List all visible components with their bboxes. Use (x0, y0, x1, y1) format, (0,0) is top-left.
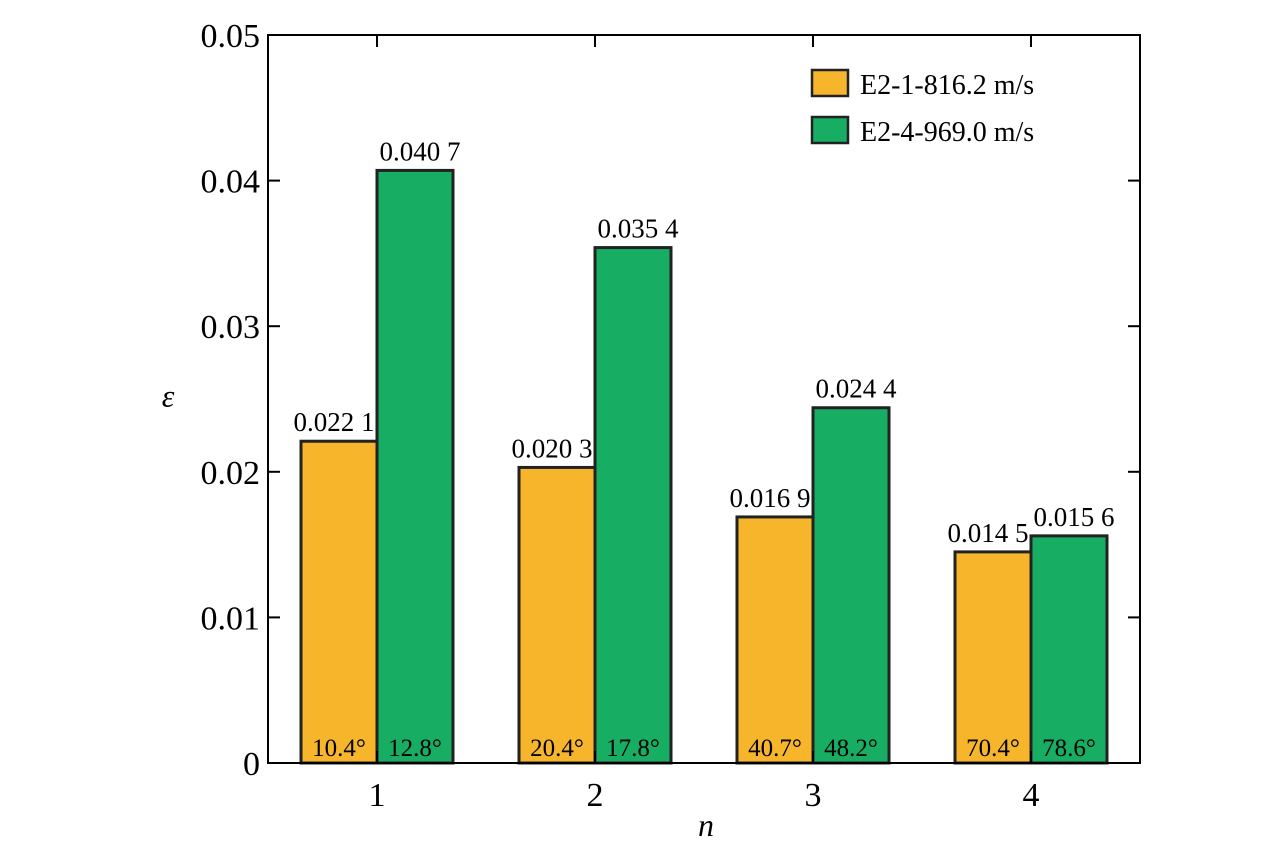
bar-value-label: 0.022 1 (294, 407, 375, 437)
x-tick-label: 1 (369, 777, 386, 814)
bar-angle-label: 12.8° (388, 735, 442, 762)
x-axis-title: n (698, 807, 714, 843)
bar-value-label: 0.016 9 (730, 483, 811, 513)
bar-value-label: 0.015 6 (1034, 502, 1115, 532)
legend-swatch (810, 115, 850, 145)
bar-angle-label: 78.6° (1042, 735, 1096, 762)
y-tick-label: 0.03 (201, 309, 261, 346)
axis-ticks: 0 0.01 0.02 0.03 0.04 0.05 1 2 3 4 (201, 18, 1140, 814)
y-axis-title: ε (162, 377, 175, 413)
y-tick-label: 0.04 (201, 164, 261, 201)
x-tick-label: 3 (805, 777, 822, 814)
bar-angle-label: 40.7° (748, 735, 802, 762)
bar-series-1-cat-3 (735, 515, 815, 765)
y-tick-label: 0.02 (201, 455, 261, 492)
bar-value-label: 0.014 5 (948, 518, 1029, 548)
legend-label: E2-1-816.2 m/s (860, 70, 1034, 101)
y-tick-label: 0.01 (201, 600, 261, 637)
legend-label: E2-4-969.0 m/s (860, 117, 1034, 148)
bar-angle-label: 70.4° (966, 735, 1020, 762)
labels-layer: 0.022 1 10.4° 0.040 7 12.8° 0.020 3 20.4° 0.03… (294, 136, 1115, 762)
legend-swatch (810, 68, 850, 98)
bar-value-label: 0.040 7 (380, 136, 461, 166)
bar-value-label: 0.024 4 (816, 374, 898, 404)
bar-angle-label: 17.8° (606, 735, 660, 762)
bar-angle-label: 48.2° (824, 735, 878, 762)
bar-series-2-cat-4 (1029, 534, 1109, 765)
bar-series-1-cat-4 (953, 550, 1033, 765)
bar-series-1-cat-1 (299, 439, 379, 765)
bar-series-2-cat-2 (593, 246, 673, 765)
bar-series-2-cat-3 (811, 406, 891, 765)
y-tick-label: 0 (243, 746, 260, 783)
x-tick-label: 2 (587, 777, 604, 814)
y-tick-label: 0.05 (201, 18, 261, 55)
bar-angle-label: 20.4° (530, 735, 584, 762)
bar-value-label: 0.035 4 (598, 214, 680, 244)
legend: E2-1-816.2 m/s E2-4-969.0 m/s (810, 68, 1034, 148)
bar-value-label: 0.020 3 (512, 433, 593, 463)
bar-series-2-cat-1 (375, 168, 455, 765)
bars-layer (299, 168, 1109, 765)
bar-series-1-cat-2 (517, 465, 597, 765)
plot-frame (267, 34, 1141, 764)
x-tick-label: 4 (1023, 777, 1040, 814)
bar-angle-label: 10.4° (312, 735, 366, 762)
